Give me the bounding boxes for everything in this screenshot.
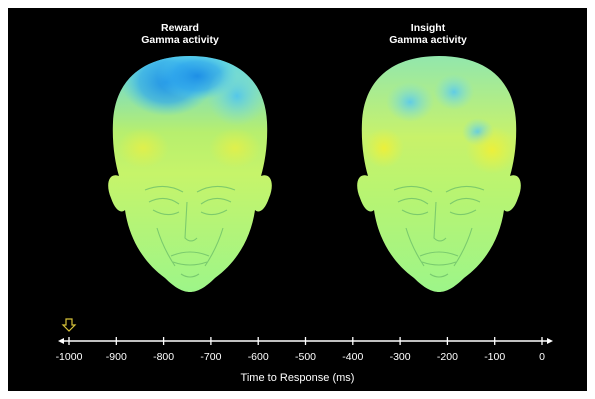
timeline-right-arrowhead [547, 338, 553, 344]
down-arrow-icon [61, 318, 77, 332]
reward-panel-title: Reward Gamma activity [90, 22, 270, 46]
timeline-tick-label: 0 [539, 351, 545, 363]
timeline-axis: -1000 -900 -800 -700 -600 -500 -400 -300 -200 -10… [56, 318, 553, 363]
insight-title-line1: Insight [410, 22, 446, 34]
insight-panel-title: Insight Gamma activity [338, 22, 518, 46]
reward-title-line1: Reward [161, 22, 199, 34]
timeline-left-arrowhead [58, 338, 64, 344]
timeline-tick-label: -300 [390, 351, 411, 363]
reward-head-map [108, 56, 272, 292]
timeline-tick-label: -500 [295, 351, 316, 363]
timeline-ticks: -1000 -900 -800 -700 -600 -500 -400 -300 -200 -10… [56, 337, 545, 363]
insight-head-map [357, 56, 521, 292]
insight-title-line2: Gamma activity [389, 34, 467, 46]
timeline-axis-label: Time to Response (ms) [240, 372, 355, 384]
timeline-marker-arrow [61, 318, 77, 332]
timeline-tick-label: -100 [484, 351, 505, 363]
timeline-tick-label: -200 [437, 351, 458, 363]
timeline-tick-label: -400 [342, 351, 363, 363]
timeline-tick-label: -800 [153, 351, 174, 363]
timeline-tick-label: -600 [248, 351, 269, 363]
figure-frame: Reward Gamma activity Insight Gamma acti… [8, 8, 587, 391]
reward-title-line2: Gamma activity [141, 34, 219, 46]
timeline-tick-label: -700 [200, 351, 221, 363]
timeline-tick-label: -900 [106, 351, 127, 363]
timeline-tick-label: -1000 [56, 351, 83, 363]
